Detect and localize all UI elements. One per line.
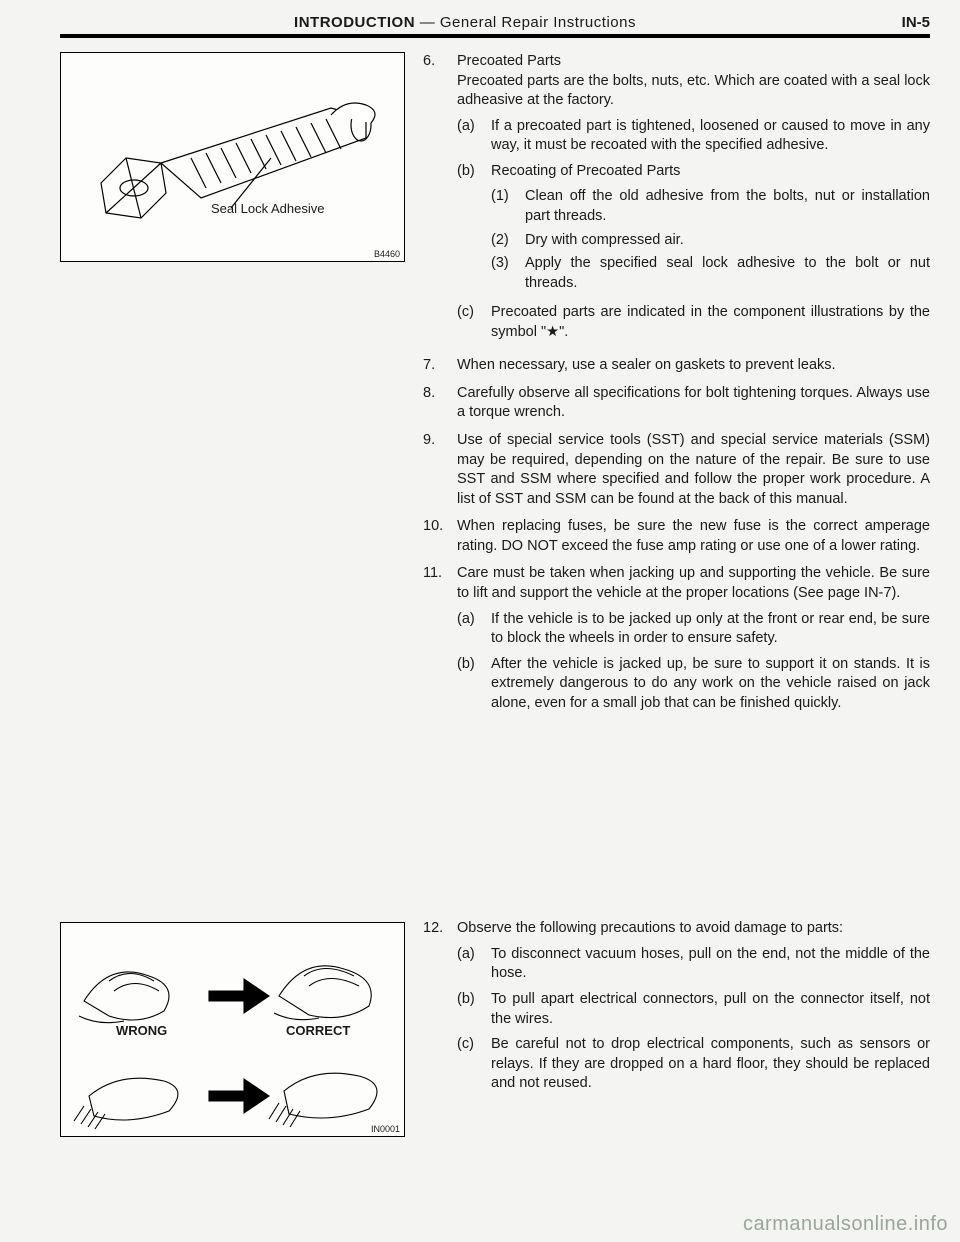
item-11-intro: Care must be taken when jacking up and s… [457, 564, 930, 603]
bolt-illustration [71, 63, 396, 243]
figures-column: Seal Lock Adhesive B4460 [60, 52, 405, 1153]
figure1-id: B4460 [374, 249, 400, 259]
header-title-sep: — [415, 14, 440, 31]
item-9: 9. Use of special service tools (SST) an… [423, 431, 930, 509]
text-column: 6. Precoated Parts Precoated parts are t… [423, 52, 930, 1153]
item-6b-title: Recoating of Precoated Parts [491, 162, 930, 182]
figure1-caption: Seal Lock Adhesive [211, 201, 324, 216]
item-6-intro: Precoated parts are the bolts, nuts, etc… [457, 72, 930, 111]
header-title-bold: INTRODUCTION [294, 14, 415, 31]
page-number: IN-5 [870, 14, 930, 31]
item-12a: (a)To disconnect vacuum hoses, pull on t… [457, 945, 930, 984]
item-6b2: (2)Dry with compressed air. [491, 231, 930, 251]
item-6b1: (1)Clean off the old adhesive from the b… [491, 187, 930, 226]
item-8: 8. Carefully observe all specifications … [423, 384, 930, 423]
figure-seal-lock: Seal Lock Adhesive B4460 [60, 52, 405, 262]
item-10: 10. When replacing fuses, be sure the ne… [423, 517, 930, 556]
item-12b: (b)To pull apart electrical connectors, … [457, 990, 930, 1029]
watermark: carmanualsonline.info [743, 1213, 948, 1236]
item-6: 6. Precoated Parts Precoated parts are t… [423, 52, 930, 348]
item-12c: (c)Be careful not to drop electrical com… [457, 1035, 930, 1094]
item-12: 12. Observe the following precautions to… [423, 919, 930, 1100]
item-6c: (c) Precoated parts are indicated in the… [457, 303, 930, 342]
instruction-list: 6. Precoated Parts Precoated parts are t… [423, 52, 930, 1100]
item-6b3: (3)Apply the specified seal lock adhesiv… [491, 254, 930, 293]
item-6a: (a) If a precoated part is tightened, lo… [457, 117, 930, 156]
item-11a: (a)If the vehicle is to be jacked up onl… [457, 610, 930, 649]
item-6-num: 6. [423, 52, 457, 348]
content-columns: Seal Lock Adhesive B4460 [60, 52, 930, 1153]
item-11: 11. Care must be taken when jacking up a… [423, 564, 930, 719]
page-header: INTRODUCTION — General Repair Instructio… [60, 14, 930, 38]
header-title-light: General Repair Instructions [440, 14, 636, 31]
item-12-intro: Observe the following precautions to avo… [457, 919, 930, 939]
item-6b: (b) Recoating of Precoated Parts (1)Clea… [457, 162, 930, 297]
figure2-correct-label: CORRECT [286, 1023, 350, 1038]
figure-wrong-correct: WRONG CORRECT IN0001 [60, 922, 405, 1137]
figure2-wrong-label: WRONG [116, 1023, 167, 1038]
figure2-id: IN0001 [371, 1124, 400, 1134]
header-title: INTRODUCTION — General Repair Instructio… [60, 14, 870, 31]
item-6-title: Precoated Parts [457, 52, 930, 72]
item-7: 7. When necessary, use a sealer on gaske… [423, 356, 930, 376]
item-11b: (b)After the vehicle is jacked up, be su… [457, 655, 930, 714]
page: INTRODUCTION — General Repair Instructio… [0, 0, 960, 1242]
